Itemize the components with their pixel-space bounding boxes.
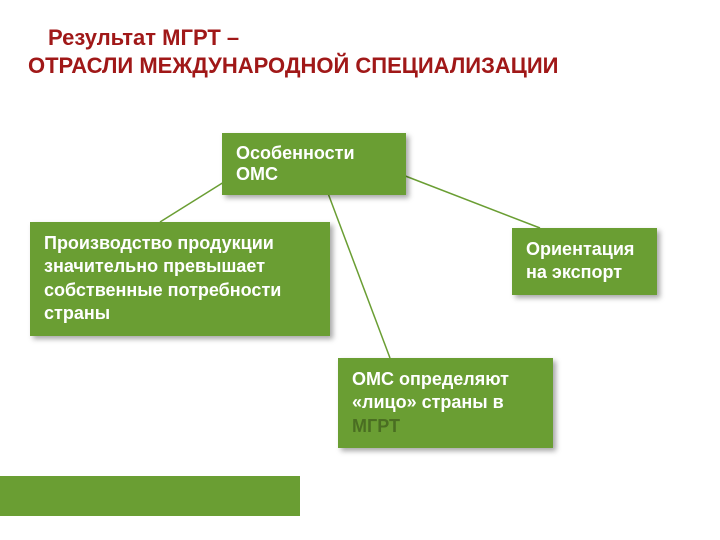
- box-root: Особенности ОМС: [222, 133, 406, 195]
- connector-root-right: [395, 172, 540, 228]
- box-bottom-text-1: ОМС определяют «лицо» страны в: [352, 369, 509, 412]
- box-left: Производство продукции значительно превы…: [30, 222, 330, 336]
- box-right: Ориентация на экспорт: [512, 228, 657, 295]
- connector-root-bottom: [320, 172, 390, 358]
- title-line-2: ОТРАСЛИ МЕЖДУНАРОДНОЙ СПЕЦИАЛИЗАЦИИ: [28, 52, 700, 80]
- box-left-text: Производство продукции значительно превы…: [44, 233, 281, 323]
- box-bottom-text-accent: МГРТ: [352, 416, 400, 436]
- footer-bar: [0, 476, 300, 516]
- box-right-text: Ориентация на экспорт: [526, 239, 634, 282]
- slide-title: Результат МГРТ – ОТРАСЛИ МЕЖДУНАРОДНОЙ С…: [28, 24, 700, 79]
- box-root-text: Особенности ОМС: [236, 143, 355, 184]
- title-line-1: Результат МГРТ –: [28, 24, 700, 52]
- box-bottom: ОМС определяют «лицо» страны в МГРТ: [338, 358, 553, 448]
